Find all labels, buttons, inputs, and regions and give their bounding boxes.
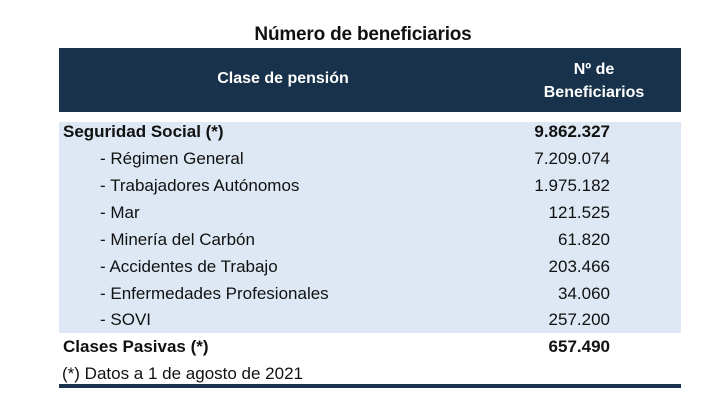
row-value: 121.525 (548, 203, 610, 222)
table-row: Seguridad Social (*) 9.862.327 (59, 119, 681, 145)
header-clase-de-pension: Clase de pensión (217, 70, 349, 87)
row-value: 9.862.327 (534, 122, 610, 141)
table-row: - Accidentes de Trabajo 203.466 (59, 254, 681, 280)
footnote: (*) Datos a 1 de agosto de 2021 (62, 364, 303, 383)
row-value: 61.820 (558, 230, 610, 249)
seguridad-social-band (59, 122, 681, 333)
table-row: - Trabajadores Autónomos 1.975.182 (59, 173, 681, 199)
row-value: 34.060 (558, 284, 610, 303)
row-value: 203.466 (548, 257, 610, 276)
row-value: 657.490 (548, 337, 610, 356)
row-label: - SOVI (100, 310, 152, 329)
row-label: - Trabajadores Autónomos (100, 176, 300, 195)
row-label: - Mar (100, 203, 140, 222)
row-label: - Accidentes de Trabajo (100, 257, 278, 276)
row-label: Seguridad Social (*) (63, 122, 224, 141)
table-title: Número de beneficiarios (254, 24, 472, 45)
row-label: - Régimen General (100, 149, 244, 168)
table-row: - Enfermedades Profesionales 34.060 (59, 281, 681, 307)
row-value: 257.200 (548, 310, 610, 329)
bottom-rule (59, 384, 681, 388)
table-header: Clase de pensión Nº de Beneficiarios (59, 48, 681, 112)
table-row: - Régimen General 7.209.074 (59, 146, 681, 172)
table-row: - Minería del Carbón 61.820 (59, 227, 681, 253)
row-label: Clases Pasivas (*) (63, 337, 209, 356)
row-label: - Minería del Carbón (100, 230, 255, 249)
row-value: 1.975.182 (534, 176, 610, 195)
table-row: - SOVI 257.200 (59, 307, 681, 333)
header-line-1: Nº de (573, 61, 615, 78)
header-line-2: Beneficiarios (543, 84, 645, 101)
header-num-beneficiarios: Nº de Beneficiarios (507, 58, 681, 104)
row-value: 7.209.074 (534, 149, 610, 168)
table-row: - Mar 121.525 (59, 200, 681, 226)
table-row: Clases Pasivas (*) 657.490 (59, 334, 681, 360)
row-label: - Enfermedades Profesionales (100, 284, 329, 303)
